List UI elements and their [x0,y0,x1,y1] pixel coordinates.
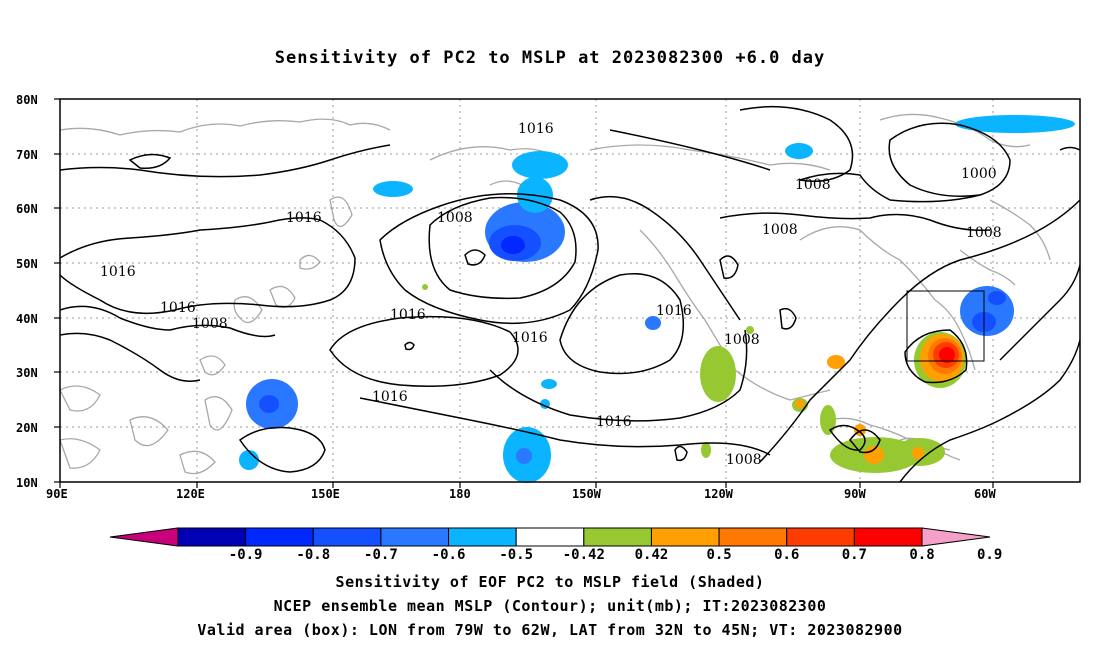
lat-label: 20N [16,421,38,435]
caption-contour: NCEP ensemble mean MSLP (Contour); unit(… [273,597,827,615]
colorbar-bin [718,527,788,547]
contour-label: 1008 [966,225,1002,241]
contour-label: 1016 [518,121,554,137]
colorbar-tick-label: -0.7 [364,547,398,563]
blue-blob-siberia [373,181,413,197]
colorbar-bin [312,527,382,547]
plot-frame [59,98,1081,483]
caption-valid-area: Valid area (box): LON from 79W to 62W, L… [197,621,903,639]
contour-label: 1016 [372,389,408,405]
contour-label: 1008 [726,452,762,468]
colorbar-bin [853,527,923,547]
caption-shading: Sensitivity of EOF PC2 to MSLP field (Sh… [335,573,765,591]
lat-label: 10N [16,476,38,490]
lat-label: 30N [16,366,38,380]
mslp-contours [59,105,1081,483]
contour-label: 1016 [160,300,196,316]
contour-label: 1016 [390,307,426,323]
plot-title: Sensitivity of PC2 to MSLP at 2023082300… [274,48,826,68]
green-blob-mexico [700,346,736,402]
contour-label: 1016 [596,414,632,430]
lon-label: 180 [449,487,471,501]
contour-labels: 1016 1016 1008 1016 1016 1008 1016 1016 … [100,121,1002,468]
contour-label: 1008 [724,332,760,348]
lon-label: 120W [704,487,734,501]
lon-label: 150E [311,487,340,501]
lat-label: 40N [16,312,38,326]
colorbar-bin [515,527,585,547]
contour-label: 1008 [762,222,798,238]
latitude-labels: 80N 70N 60N 50N 40N 30N 20N 10N [16,93,38,490]
colorbar-low-arrow [109,527,179,547]
colorbar-tick-label: 0.6 [774,547,799,563]
colorbar-bin [177,527,247,547]
contour-label: 1008 [437,210,473,226]
blue-blob-bering [512,151,568,179]
colorbar-bin [786,527,855,547]
longitude-labels: 90E 120E 150E 180 150W 120W 90W 60W [46,487,996,501]
lat-label: 50N [16,257,38,271]
colorbar-tick-label: 0.42 [635,547,669,563]
contour-label: 1008 [795,177,831,193]
blue-blob-greenland [955,115,1075,133]
colorbar-tick-label: 0.5 [706,547,731,563]
coastlines [59,113,1051,475]
contour-label: 1000 [961,166,997,182]
contour-label: 1016 [100,264,136,280]
colorbar: -0.9 -0.8 -0.7 -0.6 -0.5 -0.42 0.42 0.5 0.6 0.7 0.… [109,527,1002,563]
contour-label: 1008 [192,316,228,332]
colorbar-high-arrow [921,527,991,547]
lon-label: 120E [176,487,205,501]
lat-label: 70N [16,148,38,162]
lon-label: 150W [572,487,602,501]
contour-label: 1016 [286,210,322,226]
colorbar-tick-label: -0.9 [229,547,263,563]
contour-label: 1016 [512,330,548,346]
lat-label: 60N [16,202,38,216]
colorbar-tick-label: -0.6 [432,547,466,563]
colorbar-tick-label: 0.7 [842,547,867,563]
axis-ticks [54,98,994,488]
lon-label: 90E [46,487,68,501]
contour-label: 1016 [656,303,692,319]
colorbar-tick-label: -0.42 [563,547,605,563]
lon-label: 90W [844,487,866,501]
colorbar-tick-label: -0.8 [296,547,330,563]
colorbar-tick-label: 0.8 [909,547,934,563]
colorbar-tick-label: -0.5 [499,547,533,563]
colorbar-tick-label: 0.9 [977,547,1002,563]
lat-label: 80N [16,93,38,107]
colorbar-bin [583,527,652,547]
colorbar-bin [650,527,720,547]
colorbar-bin [380,527,450,547]
colorbar-bin [245,527,314,547]
valid-area-box [906,290,985,362]
blue-blob-arctic-canada [785,143,813,159]
colorbar-bin [448,527,517,547]
lon-label: 60W [974,487,996,501]
